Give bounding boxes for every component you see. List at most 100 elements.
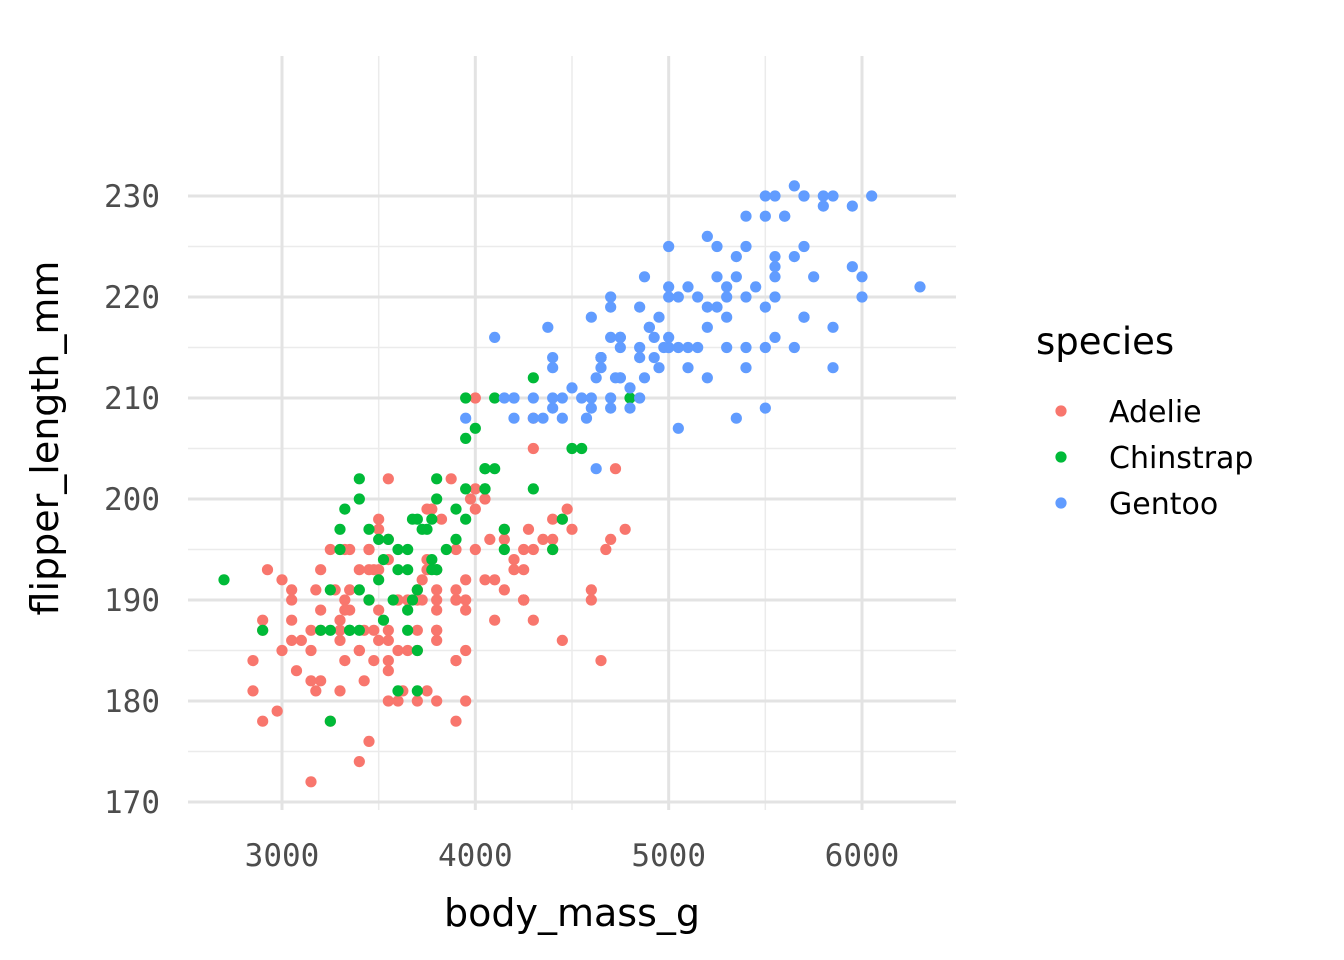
point-adelie (315, 604, 327, 616)
point-chinstrap (377, 614, 390, 626)
point-gentoo (489, 331, 501, 343)
point-adelie (421, 685, 433, 697)
point-adelie (290, 665, 303, 677)
point-gentoo (798, 240, 810, 253)
point-gentoo (580, 412, 593, 424)
point-gentoo (682, 281, 694, 293)
point-gentoo (711, 271, 723, 283)
point-adelie (469, 503, 481, 515)
point-chinstrap (324, 715, 336, 727)
point-gentoo (701, 230, 713, 242)
point-adelie (382, 624, 394, 636)
point-gentoo (759, 341, 771, 354)
point-adelie (286, 594, 298, 606)
point-gentoo (740, 210, 752, 222)
point-chinstrap (324, 584, 336, 596)
point-adelie (435, 513, 448, 525)
point-gentoo (595, 362, 607, 374)
point-gentoo (846, 200, 858, 212)
point-gentoo (692, 341, 704, 354)
point-adelie (547, 533, 559, 546)
point-adelie (489, 614, 501, 626)
point-adelie (373, 523, 385, 535)
x-tick-label: 3000 (245, 838, 320, 874)
point-adelie (518, 594, 530, 606)
point-gentoo (527, 412, 539, 424)
point-gentoo (692, 291, 704, 303)
point-chinstrap (527, 483, 539, 495)
point-gentoo (672, 422, 684, 434)
legend-key-adelie (1055, 405, 1067, 417)
point-adelie (527, 543, 539, 556)
point-adelie (431, 594, 443, 606)
legend-label-chinstrap: Chinstrap (1109, 441, 1253, 476)
point-gentoo (798, 311, 810, 323)
point-chinstrap (450, 533, 462, 546)
y-tick-label: 230 (104, 179, 160, 215)
point-gentoo (498, 392, 510, 404)
point-gentoo (750, 281, 762, 293)
point-adelie (479, 574, 491, 586)
point-chinstrap (431, 493, 443, 505)
point-gentoo (547, 362, 559, 374)
point-gentoo (779, 210, 791, 222)
point-gentoo (585, 402, 597, 414)
point-gentoo (638, 271, 651, 283)
point-chinstrap (406, 594, 419, 606)
point-adelie (310, 685, 322, 697)
point-gentoo (769, 261, 781, 273)
point-adelie (402, 644, 414, 657)
point-gentoo (856, 291, 868, 303)
point-adelie (353, 756, 365, 768)
point-gentoo (576, 392, 588, 404)
point-gentoo (711, 301, 723, 313)
point-adelie (469, 392, 481, 404)
point-adelie (353, 644, 365, 657)
grid-lines (188, 56, 956, 810)
point-adelie (373, 604, 385, 616)
point-gentoo (547, 352, 559, 364)
point-adelie (358, 675, 370, 687)
point-gentoo (759, 301, 771, 313)
tick-labels: 3000 4000 5000 6000 170 180 190 200 210 220 230 (104, 179, 899, 874)
point-chinstrap (426, 564, 438, 576)
point-gentoo (817, 190, 829, 202)
point-chinstrap (377, 554, 390, 566)
point-gentoo (634, 352, 646, 364)
point-adelie (460, 594, 472, 606)
point-chinstrap (373, 574, 385, 586)
point-adelie (469, 483, 481, 495)
point-adelie (585, 584, 597, 596)
point-gentoo (740, 291, 752, 303)
point-adelie (585, 594, 597, 606)
point-gentoo (634, 301, 646, 313)
point-gentoo (769, 271, 781, 283)
point-chinstrap (479, 483, 491, 495)
point-adelie (527, 614, 539, 626)
point-adelie (431, 695, 443, 707)
point-chinstrap (469, 422, 481, 434)
point-adelie (368, 655, 380, 667)
point-adelie (460, 695, 472, 707)
point-adelie (334, 634, 346, 647)
legend-label-adelie: Adelie (1109, 395, 1202, 430)
point-gentoo (638, 372, 651, 384)
point-adelie (547, 513, 559, 525)
legend-key-gentoo (1055, 497, 1067, 509)
point-adelie (344, 543, 356, 556)
point-adelie (464, 493, 477, 505)
point-gentoo (634, 392, 646, 404)
point-gentoo (808, 271, 820, 283)
point-gentoo (740, 362, 752, 374)
point-adelie (305, 675, 317, 687)
point-adelie (305, 644, 317, 657)
point-chinstrap (363, 594, 375, 606)
point-gentoo (721, 311, 733, 323)
point-gentoo (663, 331, 675, 343)
point-chinstrap (353, 493, 365, 505)
point-gentoo (556, 392, 568, 404)
point-gentoo (730, 271, 742, 283)
point-chinstrap (426, 554, 438, 566)
point-chinstrap (450, 503, 462, 515)
